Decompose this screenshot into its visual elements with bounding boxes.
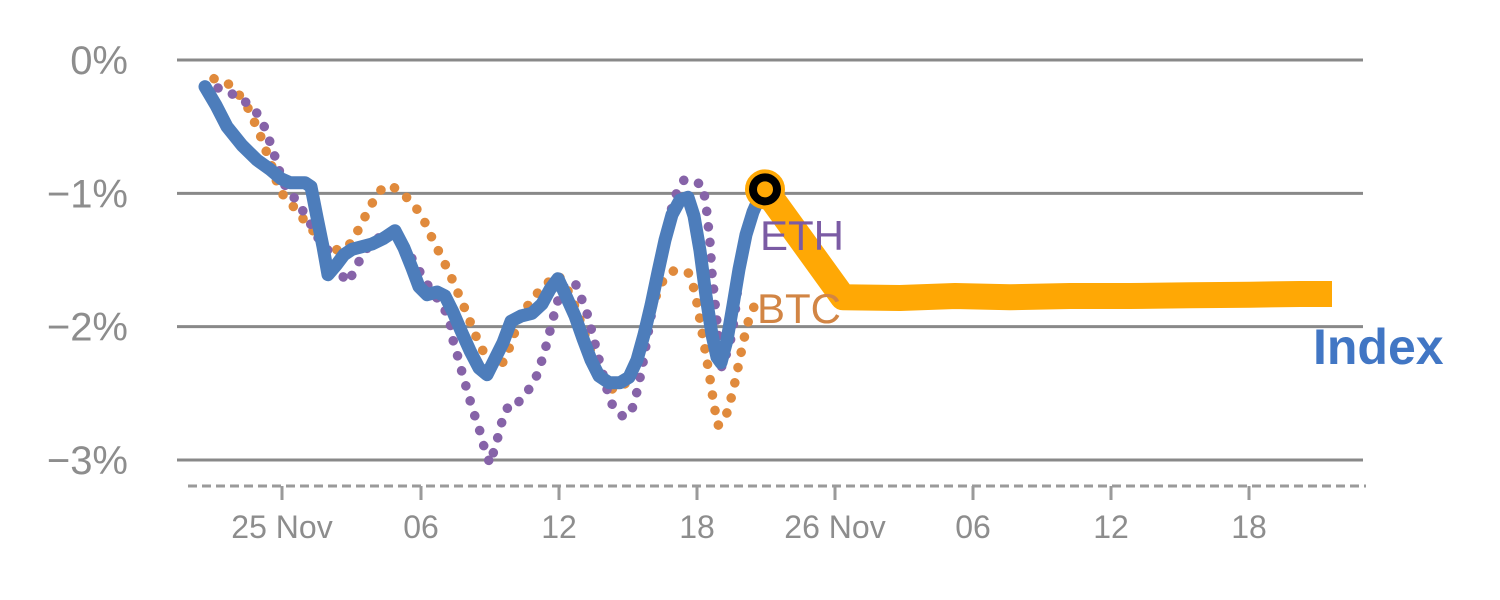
eth-dotted-line bbox=[213, 83, 758, 469]
gridlines bbox=[177, 58, 1363, 462]
marker-ring-icon bbox=[749, 173, 781, 206]
series-lines bbox=[198, 73, 1332, 469]
x-axis-labels: 25 Nov 06 12 18 26 Nov 06 12 18 bbox=[231, 509, 1266, 545]
y-tick-label: −2% bbox=[47, 306, 128, 350]
x-tick-label: 26 Nov bbox=[784, 509, 885, 545]
x-tick-label: 18 bbox=[1231, 509, 1267, 545]
last-point-marker bbox=[745, 169, 785, 210]
y-tick-label: 0% bbox=[70, 39, 128, 83]
x-tick-label: 06 bbox=[403, 509, 439, 545]
index-forecast-line bbox=[754, 181, 1332, 311]
x-tick-label: 18 bbox=[679, 509, 715, 545]
y-tick-label: −1% bbox=[47, 172, 128, 216]
x-tick-label: 12 bbox=[541, 509, 577, 545]
index-solid-line bbox=[198, 80, 772, 390]
x-axis bbox=[188, 484, 1366, 500]
x-tick-label: 25 Nov bbox=[231, 509, 332, 545]
x-tick-label: 06 bbox=[955, 509, 991, 545]
y-axis-labels: 0% −1% −2% −3% bbox=[47, 39, 128, 483]
x-tick-label: 12 bbox=[1093, 509, 1129, 545]
series-labels: ETH BTC Index bbox=[757, 212, 1444, 375]
y-tick-label: −3% bbox=[47, 439, 128, 483]
index-series-label: Index bbox=[1313, 319, 1444, 375]
btc-series-label: BTC bbox=[757, 285, 841, 332]
eth-series-label: ETH bbox=[760, 212, 844, 259]
